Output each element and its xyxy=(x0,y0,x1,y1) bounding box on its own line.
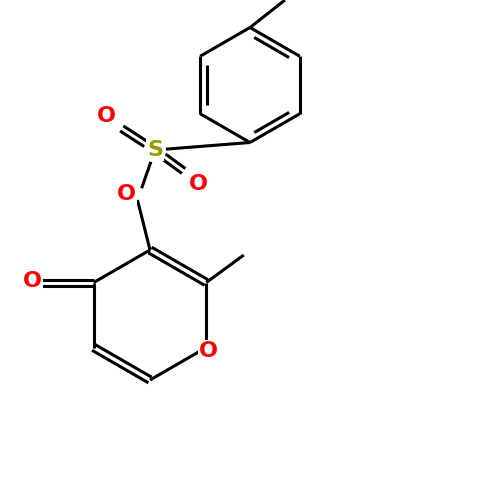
Text: O: O xyxy=(117,184,136,204)
Text: S: S xyxy=(147,140,163,160)
Text: O: O xyxy=(97,106,116,126)
Text: O: O xyxy=(200,341,218,361)
Text: O: O xyxy=(22,271,42,291)
Text: O: O xyxy=(189,174,208,194)
